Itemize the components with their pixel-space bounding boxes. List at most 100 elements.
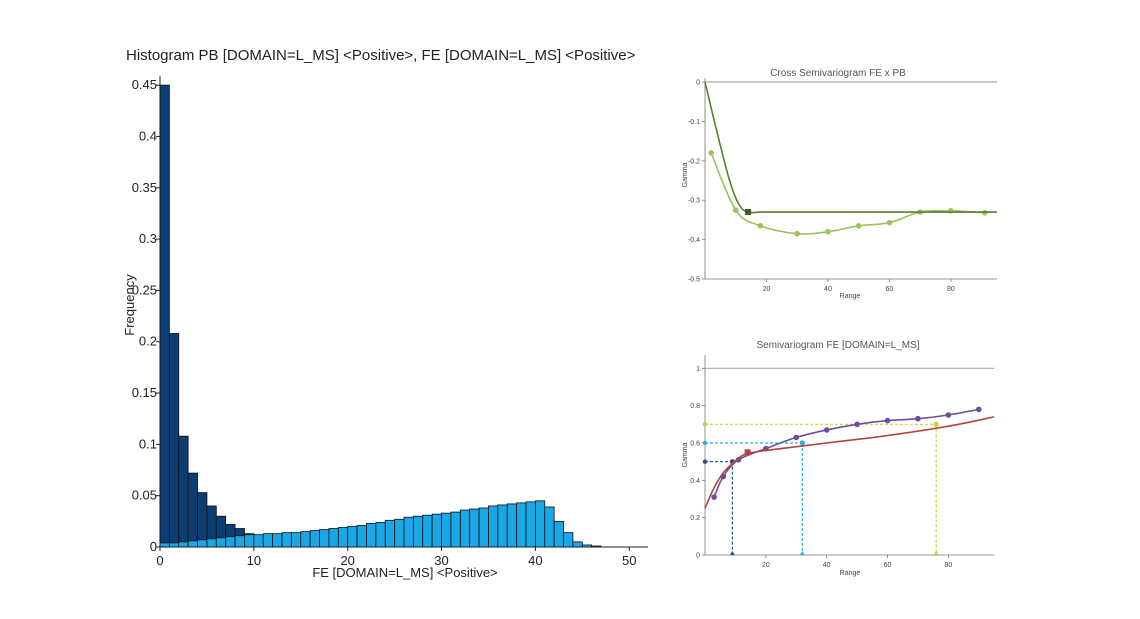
semivariogram-series-point: [884, 417, 891, 424]
histogram-bar-series-1: [544, 506, 555, 548]
histogram-bar-series-0: [178, 435, 189, 548]
histogram-bar-series-1: [225, 536, 236, 548]
histogram-bar-series-1: [591, 545, 602, 548]
semivariogram-series-point: [945, 412, 952, 418]
histogram-bar-series-1: [197, 539, 208, 548]
semivariogram-guide-marker: [702, 440, 708, 446]
cross-semivariogram-x-tick-label: 20: [763, 286, 771, 293]
histogram-y-tick-label: 0.05: [132, 488, 157, 503]
histogram-y-tick-label: 0.3: [139, 231, 157, 246]
semivariogram-guide-marker: [702, 459, 708, 464]
semivariogram-title: Semivariogram FE [DOMAIN=L_MS]: [756, 340, 919, 351]
cross-semivariogram-lines: [704, 81, 997, 237]
histogram-bar-series-1: [356, 525, 367, 548]
histogram-bar-series-1: [488, 505, 499, 548]
histogram-bar-series-1: [290, 532, 302, 548]
histogram-bar-series-1: [272, 533, 283, 548]
histogram-bar-series-1: [563, 532, 574, 548]
histogram-bar-series-1: [300, 531, 311, 548]
histogram-y-tick-label: 0: [150, 539, 157, 554]
histogram-y-tick-label: 0.2: [139, 334, 157, 349]
histogram-bar-series-1: [441, 512, 452, 548]
cross-semivariogram-x-axis-label: Range: [840, 293, 861, 300]
semivariogram-guide-marker: [933, 551, 939, 555]
histogram-bars: [159, 84, 602, 548]
histogram-bar-series-1: [534, 500, 546, 548]
histogram-axes: 0 0.05 0.1 0.15 0.2 0.25 0.3 0.35 0.4 0.45 0 10 20 30…: [132, 76, 648, 568]
histogram-bar-series-1: [403, 516, 414, 548]
cross-semivariogram-y-tick-label: -0.3: [688, 198, 700, 205]
histogram-bar-series-1: [253, 534, 264, 548]
cross-semivariogram-series-line-1: [704, 81, 997, 214]
histogram-bar-series-1: [412, 515, 424, 548]
histogram-y-tick-label: 0.4: [139, 128, 157, 143]
histogram-bar-series-1: [319, 529, 330, 548]
cross-semivariogram-x-tick-label: 80: [947, 286, 955, 293]
histogram-bar-series-0: [168, 333, 180, 548]
histogram-bar-series-1: [206, 538, 217, 548]
cross-semivariogram-series-point: [732, 207, 739, 213]
semivariogram-series-point: [823, 427, 830, 433]
cross-semivariogram-x-tick-label: 60: [886, 286, 894, 293]
cross-semivariogram-series-point: [794, 230, 801, 237]
semivariogram-series-point: [793, 434, 800, 441]
cross-semivariogram-y-tick-label: -0.2: [688, 158, 700, 165]
semivariogram-y-tick-label: 0.6: [690, 441, 700, 448]
histogram-y-tick-label: 0.35: [132, 180, 157, 195]
cross-semivariogram-y-tick-label: -0.1: [688, 119, 700, 126]
semivariogram-y-tick-label: 0: [696, 553, 700, 560]
histogram-y-axis-label: Frequency: [122, 274, 137, 336]
cross-semivariogram-y-tick-label: -0.4: [688, 237, 700, 244]
semivariogram-y-tick-label: 1: [696, 366, 700, 373]
semivariogram-series-line-1: [704, 416, 995, 509]
cross-semivariogram-y-tick-label: 0: [696, 80, 700, 87]
semivariogram-series-point: [854, 421, 860, 428]
semivariogram-x-axis-label: Range: [840, 570, 861, 577]
histogram-bar-series-1: [168, 542, 180, 548]
semivariogram-guides: [702, 421, 939, 555]
histogram-bar-series-1: [215, 537, 227, 548]
histogram-bar-series-1: [431, 513, 442, 548]
semivariogram-marker: [744, 449, 751, 456]
cross-semivariogram-series-point: [825, 228, 831, 235]
histogram-y-tick-label: 0.45: [132, 77, 157, 92]
histogram-bar-series-1: [281, 532, 292, 548]
histogram-bar-series-1: [187, 540, 198, 548]
semivariogram-series-point: [975, 406, 982, 413]
histogram-x-tick-label: 30: [434, 553, 448, 568]
cross-semivariogram-series-line-0: [710, 152, 985, 235]
histogram-bar-series-1: [572, 541, 583, 548]
histogram-bar-series-1: [375, 521, 386, 548]
histogram-bar-series-1: [506, 503, 518, 548]
semivariogram-guide-marker: [702, 422, 708, 427]
histogram-bar-series-1: [525, 501, 536, 548]
semivariogram-y-axis-label: Gamma: [682, 442, 689, 467]
cross-semivariogram-series-point: [886, 219, 893, 226]
semivariogram-y-tick-label: 0.2: [690, 515, 700, 522]
histogram-x-tick-label: 40: [528, 553, 542, 568]
histogram-x-tick-label: 50: [622, 553, 636, 568]
histogram-bar-series-1: [394, 518, 405, 548]
histogram-bar-series-0: [159, 84, 170, 548]
semivariogram-guide-marker: [799, 440, 805, 446]
semivariogram-x-tick-label: 60: [884, 562, 892, 569]
semivariogram-y-tick-label: 0.4: [690, 478, 700, 485]
histogram-bar-series-1: [497, 504, 508, 548]
histogram-bar-series-1: [159, 542, 170, 548]
cross-semivariogram-series-point: [855, 223, 862, 229]
semivariogram-guide-marker: [799, 551, 805, 555]
histogram-bar-series-1: [234, 535, 245, 548]
histogram-bar-series-1: [244, 534, 255, 548]
cross-semivariogram-x-tick-label: 40: [824, 286, 832, 293]
histogram-y-tick-label: 0.1: [139, 436, 157, 451]
histogram-bar-series-1: [309, 530, 320, 548]
semivariogram-guide-marker: [729, 551, 735, 555]
histogram-bar-series-1: [469, 508, 480, 548]
histogram-bar-series-1: [422, 514, 433, 548]
histogram-bar-series-1: [459, 509, 471, 548]
semivariogram-x-tick-label: 40: [823, 562, 831, 569]
cross-semivariogram-series-point: [708, 150, 714, 156]
cross-semivariogram-series-point: [757, 223, 764, 229]
cross-semivariogram-marker: [745, 209, 752, 216]
cross-semivariogram-chart: Cross Semivariogram FE x PB 0 -0.1 -0.2 -0.…: [660, 55, 1140, 315]
